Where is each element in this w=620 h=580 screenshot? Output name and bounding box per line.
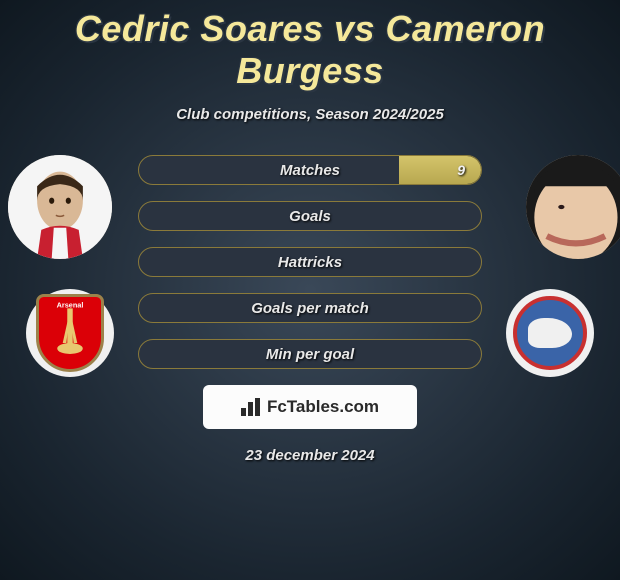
- date-text: 23 december 2024: [0, 447, 620, 464]
- stat-label: Goals: [289, 208, 331, 225]
- page-title: Cedric Soares vs Cameron Burgess: [0, 0, 620, 92]
- stat-bar-mpg: Min per goal: [138, 339, 482, 369]
- player-right-avatar: [526, 155, 620, 259]
- arsenal-crest-icon: Arsenal: [36, 294, 104, 372]
- horse-icon: [528, 318, 572, 348]
- brand-box: FcTables.com: [203, 385, 417, 429]
- stat-bar-hattricks: Hattricks: [138, 247, 482, 277]
- stat-label: Hattricks: [278, 254, 342, 271]
- subtitle: Club competitions, Season 2024/2025: [0, 106, 620, 123]
- club-right-badge: [506, 289, 594, 377]
- comparison-panel: Arsenal Matches 9 Goals Hattricks Goals …: [0, 155, 620, 464]
- svg-text:Arsenal: Arsenal: [57, 300, 84, 309]
- stat-bars: Matches 9 Goals Hattricks Goals per matc…: [138, 155, 482, 369]
- bar-fill: [399, 156, 481, 184]
- player-left-avatar: [8, 155, 112, 259]
- club-left-badge: Arsenal: [26, 289, 114, 377]
- brand-text: FcTables.com: [267, 397, 379, 417]
- stat-bar-goals: Goals: [138, 201, 482, 231]
- ipswich-crest-icon: [513, 296, 587, 370]
- stat-value-right: 9: [457, 162, 465, 178]
- stat-label: Matches: [280, 162, 340, 179]
- stat-bar-gpm: Goals per match: [138, 293, 482, 323]
- stat-label: Min per goal: [266, 346, 354, 363]
- stat-bar-matches: Matches 9: [138, 155, 482, 185]
- stat-label: Goals per match: [251, 300, 369, 317]
- face-icon: [8, 155, 112, 259]
- face-icon: [526, 155, 620, 259]
- bar-chart-icon: [241, 398, 261, 416]
